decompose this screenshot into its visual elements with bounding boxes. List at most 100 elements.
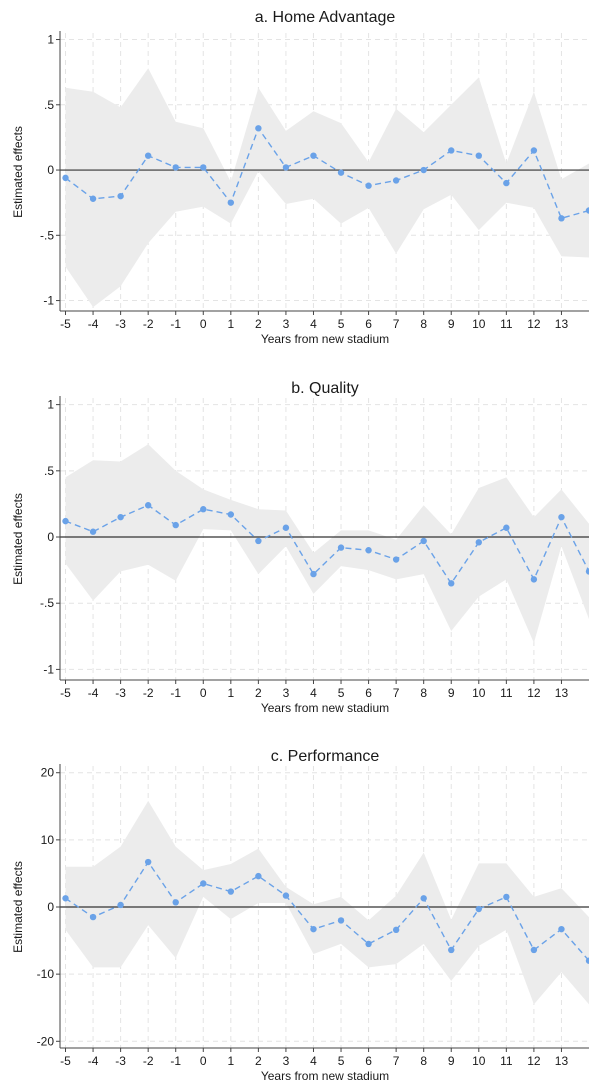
x-tick-label: 13 <box>555 1054 569 1068</box>
data-point <box>90 529 96 535</box>
data-point <box>310 571 316 577</box>
x-tick-label: 2 <box>255 317 262 331</box>
x-tick-label: 5 <box>338 686 345 700</box>
x-tick-label: 12 <box>527 1054 541 1068</box>
x-tick-label: -1 <box>170 1054 181 1068</box>
data-point <box>283 892 289 898</box>
data-point <box>503 525 509 531</box>
data-point <box>338 917 344 923</box>
x-tick-label: 8 <box>420 317 427 331</box>
x-tick-label: 9 <box>448 317 455 331</box>
x-tick-label: 12 <box>527 317 541 331</box>
x-tick-label: 1 <box>227 1054 234 1068</box>
data-point <box>145 859 151 865</box>
x-tick-label: -2 <box>143 1054 154 1068</box>
x-tick-label: 11 <box>500 1054 513 1068</box>
data-point <box>62 175 68 181</box>
chart-title: c. Performance <box>271 748 380 765</box>
data-point <box>117 514 123 520</box>
y-tick-label: 1 <box>47 33 54 47</box>
data-point <box>117 193 123 199</box>
data-point <box>173 164 179 170</box>
y-tick-label: 20 <box>41 766 55 780</box>
x-tick-label: 4 <box>310 1054 317 1068</box>
data-point <box>200 164 206 170</box>
x-tick-label: 4 <box>310 686 317 700</box>
data-point <box>145 502 151 508</box>
data-point <box>283 164 289 170</box>
x-tick-label: 0 <box>200 317 207 331</box>
data-point <box>476 539 482 545</box>
data-point <box>90 914 96 920</box>
y-tick-label: 0 <box>47 530 54 544</box>
y-tick-label: -1 <box>43 294 54 308</box>
y-tick-label: 0 <box>47 163 54 177</box>
x-tick-label: -2 <box>143 686 154 700</box>
x-tick-label: -5 <box>60 317 71 331</box>
data-point <box>365 941 371 947</box>
x-axis-label: Years from new stadium <box>261 701 389 715</box>
data-point <box>117 902 123 908</box>
x-tick-label: 6 <box>365 317 372 331</box>
x-tick-label: 0 <box>200 686 207 700</box>
x-tick-label: 1 <box>227 686 234 700</box>
x-tick-label: 11 <box>500 686 513 700</box>
x-tick-label: 13 <box>555 686 569 700</box>
x-tick-label: -4 <box>88 1054 99 1068</box>
data-point <box>393 556 399 562</box>
x-axis-label: Years from new stadium <box>261 332 389 346</box>
data-point <box>365 547 371 553</box>
x-tick-label: -3 <box>115 1054 126 1068</box>
data-point <box>200 880 206 886</box>
data-point <box>476 906 482 912</box>
x-tick-label: 5 <box>338 317 345 331</box>
x-tick-label: 12 <box>527 686 541 700</box>
data-point <box>338 544 344 550</box>
data-point <box>531 576 537 582</box>
x-tick-label: 7 <box>393 686 400 700</box>
data-point <box>228 888 234 894</box>
x-tick-label: 8 <box>420 686 427 700</box>
x-tick-label: -5 <box>60 686 71 700</box>
y-axis-label: Estimated effects <box>11 493 25 585</box>
data-point <box>173 899 179 905</box>
x-tick-label: 0 <box>200 1054 207 1068</box>
data-point <box>448 580 454 586</box>
x-tick-label: -3 <box>115 317 126 331</box>
data-point <box>200 506 206 512</box>
data-point <box>420 167 426 173</box>
chart-title: b. Quality <box>291 380 359 397</box>
y-tick-label: -1 <box>43 662 54 676</box>
x-tick-label: 5 <box>338 1054 345 1068</box>
y-axis-label: Estimated effects <box>11 861 25 953</box>
y-axis-label: Estimated effects <box>11 126 25 218</box>
data-point <box>62 518 68 524</box>
data-point <box>531 147 537 153</box>
x-tick-label: 1 <box>227 317 234 331</box>
data-point <box>145 152 151 158</box>
confidence-band <box>66 444 589 643</box>
x-tick-label: 13 <box>555 317 569 331</box>
x-tick-label: 3 <box>283 686 290 700</box>
y-tick-label: 1 <box>47 398 54 412</box>
x-tick-label: 6 <box>365 1054 372 1068</box>
x-tick-label: 10 <box>472 317 486 331</box>
data-point <box>503 180 509 186</box>
x-tick-label: -4 <box>88 686 99 700</box>
data-point <box>420 538 426 544</box>
data-point <box>448 147 454 153</box>
data-point <box>393 927 399 933</box>
x-tick-label: -5 <box>60 1054 71 1068</box>
x-tick-label: 7 <box>393 317 400 331</box>
x-tick-label: 9 <box>448 1054 455 1068</box>
x-tick-label: 9 <box>448 686 455 700</box>
x-tick-label: 3 <box>283 1054 290 1068</box>
x-tick-label: 3 <box>283 317 290 331</box>
x-tick-label: -4 <box>88 317 99 331</box>
data-point <box>448 947 454 953</box>
y-tick-label: 0 <box>47 900 54 914</box>
x-tick-label: -2 <box>143 317 154 331</box>
